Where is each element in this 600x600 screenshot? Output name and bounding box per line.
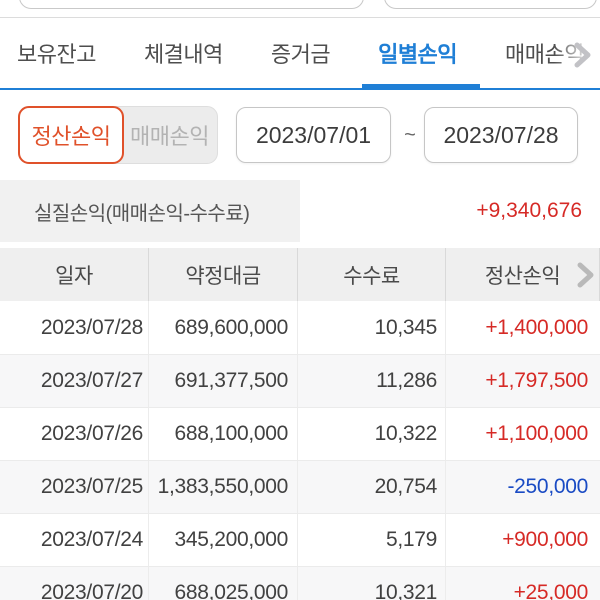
header-fee: 수수료 [298,248,446,301]
segment-trade-pnl[interactable]: 매매손익 [130,124,209,149]
cell-pnl: -250,000 [507,475,588,498]
tab-scroll-fade [554,18,600,88]
header-amount: 약정대금 [149,248,298,301]
password-input-clipped[interactable] [384,0,597,9]
cell-pnl: +1,797,500 [485,369,588,392]
table-body: 2023/07/28 689,600,000 10,345 +1,400,000… [0,301,600,600]
pnl-type-segmented-control: 매매손익 정산손익 [18,106,218,164]
date-range-separator: ~ [404,123,416,146]
date-from-input[interactable]: 2023/07/01 [236,107,391,163]
filter-controls: 매매손익 정산손익 2023/07/01 ~ 2023/07/28 [0,90,600,180]
cell-fee: 11,286 [298,355,446,407]
chevron-right-icon[interactable] [574,260,596,295]
cell-date: 2023/07/27 [0,355,149,407]
cell-pnl: +1,100,000 [485,422,588,445]
tab-executions[interactable]: 체결내역 [143,42,223,67]
table-row[interactable]: 2023/07/20 688,025,000 10,321 +25,000 [0,566,600,600]
cell-fee: 20,754 [298,461,446,513]
active-tab-underline [362,84,480,90]
cell-amount: 1,383,550,000 [149,461,298,513]
cell-amount: 689,600,000 [149,301,298,354]
tab-bar: 보유잔고 체결내역 증거금 일별손익 매매손익 [0,18,600,90]
table-row[interactable]: 2023/07/27 691,377,500 11,286 +1,797,500 [0,354,600,407]
cell-fee: 5,179 [298,514,446,566]
cell-fee: 10,321 [298,567,446,600]
cell-fee: 10,345 [298,301,446,354]
chevron-right-icon[interactable] [570,40,594,75]
cell-pnl: +1,400,000 [485,315,588,339]
cell-amount: 688,100,000 [149,408,298,460]
net-pnl-label: 실질손익(매매손익-수수료) [0,180,300,242]
table-header: 일자 약정대금 수수료 정산손익 [0,248,600,301]
cell-date: 2023/07/26 [0,408,149,460]
segment-settlement-pnl[interactable]: 정산손익 [18,106,124,164]
cell-amount: 688,025,000 [149,567,298,600]
cell-amount: 691,377,500 [149,355,298,407]
tab-holdings[interactable]: 보유잔고 [17,42,96,67]
table-row[interactable]: 2023/07/24 345,200,000 5,179 +900,000 [0,513,600,566]
date-to-input[interactable]: 2023/07/28 [424,107,578,163]
cell-fee: 10,322 [298,408,446,460]
table-row[interactable]: 2023/07/25 1,383,550,000 20,754 -250,000 [0,460,600,513]
net-pnl-value: +9,340,676 [476,199,582,222]
table-row[interactable]: 2023/07/28 689,600,000 10,345 +1,400,000 [0,301,600,354]
cell-date: 2023/07/25 [0,461,149,513]
net-pnl-summary: 실질손익(매매손익-수수료) +9,340,676 [0,180,600,242]
top-strip [0,0,600,18]
cell-date: 2023/07/20 [0,567,149,600]
cell-pnl: +900,000 [502,528,588,551]
cell-date: 2023/07/24 [0,514,149,566]
cell-amount: 345,200,000 [149,514,298,566]
table-row[interactable]: 2023/07/26 688,100,000 10,322 +1,100,000 [0,407,600,460]
account-input-clipped[interactable] [19,0,364,9]
tab-daily-pnl[interactable]: 일별손익 [378,42,458,67]
cell-pnl: +25,000 [513,581,589,600]
cell-date: 2023/07/28 [0,301,149,354]
tab-margin[interactable]: 증거금 [270,42,331,67]
header-date: 일자 [0,248,149,301]
divider [0,17,600,18]
